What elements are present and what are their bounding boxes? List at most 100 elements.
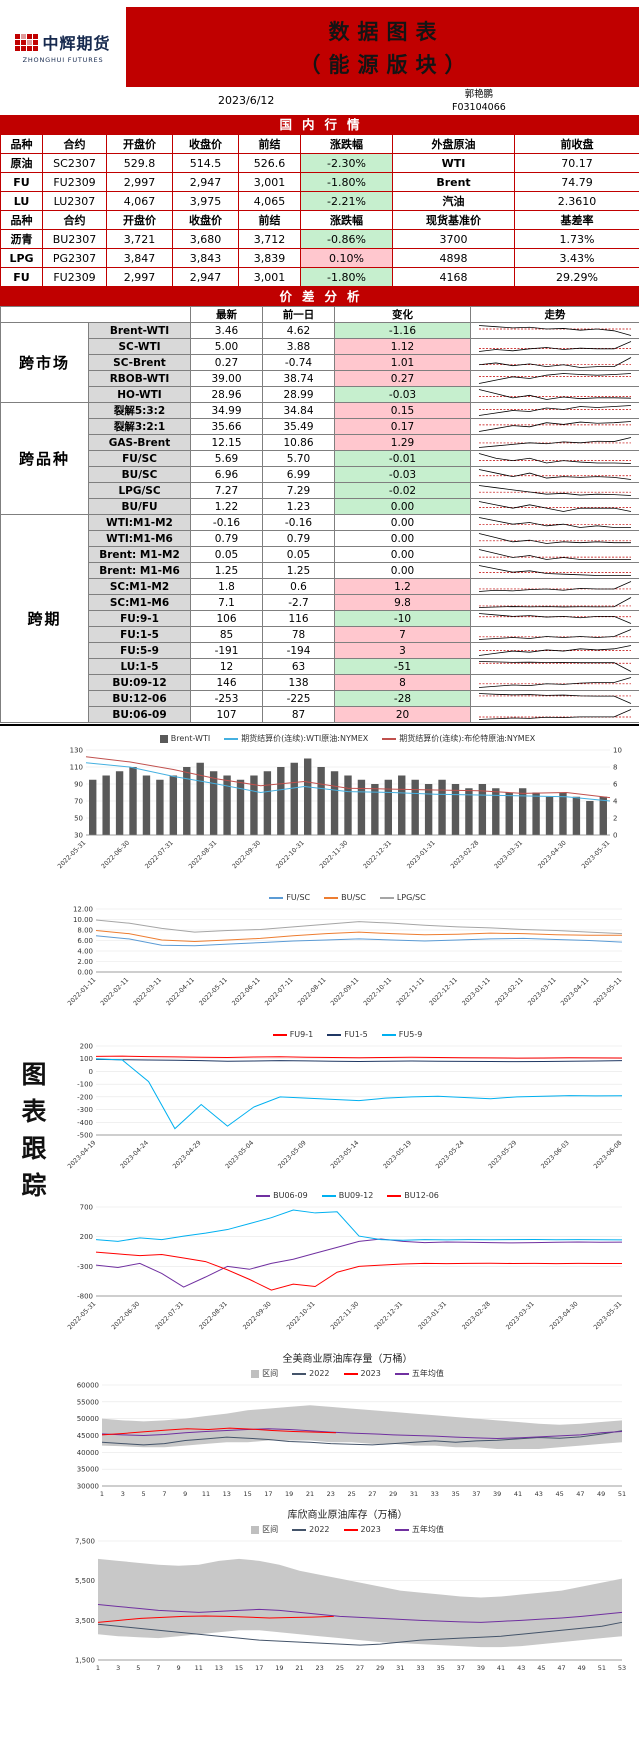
svg-text:11: 11	[195, 1664, 203, 1672]
spread-row: 跨品种 裂解5:3:2 34.99 34.84 0.15	[0, 402, 639, 515]
svg-text:31: 31	[410, 1490, 418, 1498]
spread-change: 0.00	[334, 498, 471, 515]
spread-trend-cell	[470, 626, 639, 643]
spread-latest: 34.99	[190, 402, 263, 419]
svg-text:5: 5	[142, 1490, 146, 1498]
svg-text:2022-04-11: 2022-04-11	[165, 976, 196, 1007]
svg-text:19: 19	[285, 1490, 293, 1498]
svg-text:5,500: 5,500	[75, 1577, 95, 1585]
spread-change: 7	[334, 626, 471, 643]
spread-prev: 6.99	[262, 466, 335, 483]
spread-row: RBOB-WTI 39.00 38.74 0.27	[1, 370, 639, 387]
svg-text:2023-02-28: 2023-02-28	[450, 839, 481, 870]
market-column-header: 合约	[42, 210, 107, 230]
legend-label: 2022	[309, 1525, 330, 1534]
section-banner-domestic: 国内行情	[0, 115, 639, 134]
spread-name: SC:M1-M6	[88, 594, 191, 611]
spread-name: BU:12-06	[88, 690, 191, 707]
svg-text:37: 37	[472, 1490, 480, 1498]
trend-sparkline	[478, 533, 631, 544]
trend-sparkline	[478, 613, 631, 624]
svg-text:8.00: 8.00	[77, 927, 93, 935]
spread-row: FU:9-1 106 116 -10	[1, 610, 639, 627]
spread-name: BU:06-09	[88, 706, 191, 723]
spread-column-header: 走势	[470, 306, 639, 323]
market-cell: 529.8	[106, 153, 173, 173]
market-cell: LPG	[0, 248, 43, 268]
spread-column-header: 变化	[334, 306, 471, 323]
trend-sparkline	[478, 501, 631, 512]
svg-text:13: 13	[223, 1490, 231, 1498]
svg-text:29: 29	[389, 1490, 397, 1498]
spread-latest: 1.25	[190, 562, 263, 579]
legend-box-swatch	[251, 1525, 260, 1534]
spread-trend-cell	[470, 594, 639, 611]
market-cell: 4168	[392, 267, 515, 287]
spread-latest: 35.66	[190, 418, 263, 435]
svg-text:90: 90	[74, 781, 83, 789]
legend-label: 2022	[309, 1369, 330, 1378]
legend-line-swatch	[224, 737, 239, 740]
svg-text:-300: -300	[77, 1263, 93, 1271]
report-title: 数据图表 （能源版块）	[126, 7, 639, 87]
domestic-market-table: 品种 合约 开盘价 收盘价 前结 涨跌幅 外盘原油 前收盘 原油 SC2307 529.8 514.5…	[0, 134, 639, 287]
market-row: LU LU2307 4,067 3,975 4,065 -2.21% 汽油 2.3610	[0, 191, 639, 211]
spread-name: BU/SC	[88, 466, 191, 483]
svg-text:4: 4	[613, 798, 618, 806]
legend-label: 2023	[360, 1369, 381, 1378]
spread-name: Brent: M1-M2	[88, 546, 191, 563]
spread-trend-cell	[470, 530, 639, 547]
spread-latest: 0.05	[190, 546, 263, 563]
spread-trend-cell	[470, 706, 639, 723]
svg-text:2022-11-30: 2022-11-30	[319, 839, 350, 870]
market-column-header: 前结	[238, 210, 301, 230]
svg-text:70: 70	[74, 798, 83, 806]
svg-text:6.00: 6.00	[77, 937, 93, 945]
legend-item: FU9-1	[272, 1030, 313, 1039]
legend-line-swatch	[292, 1528, 307, 1531]
spread-trend-cell	[470, 658, 639, 675]
market-column-header: 涨跌幅	[300, 134, 393, 154]
spread-row: SC-WTI 5.00 3.88 1.12	[1, 338, 639, 355]
svg-text:3: 3	[121, 1490, 125, 1498]
spread-name: SC-Brent	[88, 354, 191, 371]
svg-text:2023-05-09: 2023-05-09	[277, 1139, 308, 1170]
spread-change: -0.01	[334, 450, 471, 467]
svg-text:2023-04-24: 2023-04-24	[119, 1139, 150, 1170]
legend-line-swatch	[379, 896, 394, 899]
logo-text-en: ZHONGHUI FUTURES	[22, 56, 104, 64]
market-cell: 3.43%	[514, 248, 639, 268]
legend-line-swatch	[343, 1372, 358, 1375]
section-banner-spread: 价差分析	[0, 287, 639, 306]
spread-latest: 5.69	[190, 450, 263, 467]
trend-sparkline	[478, 341, 631, 352]
market-cell: 3,721	[106, 229, 173, 249]
svg-text:2022-09-30: 2022-09-30	[242, 1300, 273, 1331]
charts-column: Brent-WTI 期货结算价(连续):WTI原油:NYMEX 期货结算价(连续):…	[56, 726, 639, 1682]
market-cell: 3,001	[238, 267, 301, 287]
legend-label: BU06-09	[273, 1191, 308, 1200]
analyst-code: F03104066	[452, 102, 506, 113]
trend-sparkline	[478, 357, 631, 368]
svg-text:2022-05-31: 2022-05-31	[67, 1300, 98, 1331]
market-cell: 3,839	[238, 248, 301, 268]
legend-label: FU1-5	[344, 1030, 368, 1039]
bu-spread-chart: BU06-09 BU09-12 BU12-06 700 200 -300 -800 2022-…	[56, 1189, 639, 1350]
trend-sparkline	[478, 629, 631, 640]
market-cell: FU	[0, 267, 43, 287]
charts-section: 图表跟踪 Brent-WTI 期货结算价(连续):WTI原油:NYMEX 期货结算价…	[0, 724, 639, 1682]
svg-text:15: 15	[235, 1664, 243, 1672]
legend-item: LPG/SC	[379, 893, 426, 902]
spread-prev: 1.25	[262, 562, 335, 579]
legend-item: 2022	[292, 1369, 330, 1378]
market-column-header: 开盘价	[106, 210, 173, 230]
charts-panel-sidebar: 图表跟踪	[0, 726, 56, 1682]
spread-prev: 7.29	[262, 482, 335, 499]
trend-sparkline	[478, 485, 631, 496]
market-cell: SC2307	[42, 153, 107, 173]
spread-change: 0.00	[334, 514, 471, 531]
market-cell: BU2307	[42, 229, 107, 249]
market-column-header: 收盘价	[172, 134, 239, 154]
svg-text:0: 0	[89, 1068, 93, 1076]
